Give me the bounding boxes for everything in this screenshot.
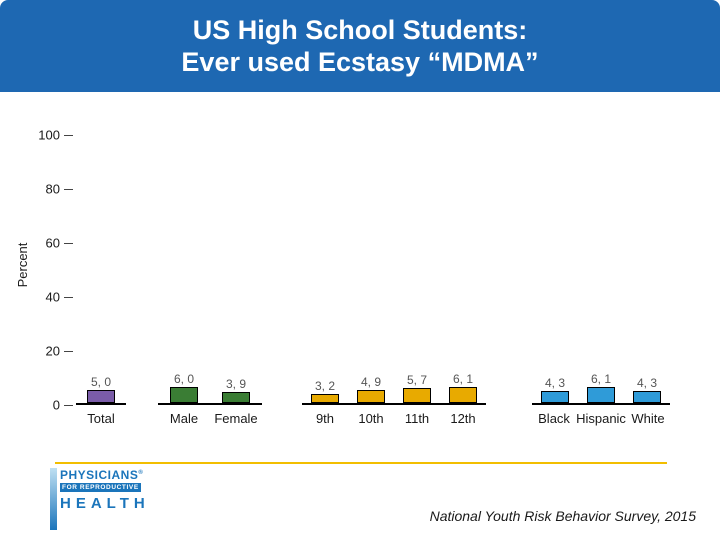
bar-group-grade: 3, 2 4, 9 5, 7 6, 1 bbox=[302, 135, 486, 405]
x-axis-label: Male bbox=[169, 411, 199, 426]
bar-12th bbox=[449, 386, 477, 403]
x-axis-label: 12th bbox=[450, 411, 476, 426]
slide-header: US High School Students: Ever used Ecsta… bbox=[0, 0, 720, 92]
y-axis-tick-mark bbox=[64, 351, 73, 352]
physicians-for-reproductive-health-logo: PHYSICIANS® FOR REPRODUCTIVE HEALTH bbox=[50, 468, 150, 530]
bar-value-label: 6, 0 bbox=[173, 371, 194, 386]
y-axis-tick-label: 100 bbox=[38, 127, 60, 143]
logo-line2: FOR REPRODUCTIVE bbox=[60, 483, 141, 492]
x-axis-label: Total bbox=[87, 411, 115, 426]
bar-group-sex: 6, 0 3, 9 bbox=[158, 135, 262, 405]
bar-slot: 4, 3 bbox=[624, 135, 670, 403]
y-axis-tick-label: 20 bbox=[45, 343, 60, 359]
bar-value-label: 4, 3 bbox=[636, 376, 657, 391]
x-axis-label-row: 9th 10th 11th 12th bbox=[302, 411, 486, 426]
bar-group-race: 4, 3 6, 1 4, 3 bbox=[532, 135, 670, 405]
bar-value-label: 6, 1 bbox=[590, 371, 611, 386]
y-axis-tick-label: 40 bbox=[45, 289, 60, 305]
slide-title-line2: Ever used Ecstasy “MDMA” bbox=[181, 47, 539, 77]
bar-total bbox=[87, 389, 115, 403]
x-axis-label-row: Total bbox=[76, 411, 126, 426]
registered-mark: ® bbox=[138, 470, 144, 476]
x-axis-label: Black bbox=[538, 411, 570, 426]
bar-value-label: 6, 1 bbox=[452, 371, 473, 386]
bar-group-total: 5, 0 bbox=[76, 135, 126, 405]
y-axis-tick-mark bbox=[64, 297, 73, 298]
logo-line3: HEALTH bbox=[60, 495, 150, 512]
bar-slot: 4, 3 bbox=[532, 135, 578, 403]
bar-slot: 3, 9 bbox=[210, 135, 262, 403]
bar-value-label: 5, 7 bbox=[406, 372, 427, 387]
y-axis-tick-mark bbox=[64, 405, 73, 406]
logo-stripe bbox=[50, 468, 57, 530]
x-axis-label: 10th bbox=[358, 411, 384, 426]
source-citation: National Youth Risk Behavior Survey, 201… bbox=[429, 508, 696, 524]
bar-slot: 3, 2 bbox=[302, 135, 348, 403]
logo-line1: PHYSICIANS® bbox=[60, 468, 144, 482]
bar-slot: 5, 7 bbox=[394, 135, 440, 403]
bar-slot: 6, 0 bbox=[158, 135, 210, 403]
y-axis-tick-label: 80 bbox=[45, 181, 60, 197]
bar-slot: 4, 9 bbox=[348, 135, 394, 403]
bar-value-label: 5, 0 bbox=[90, 374, 111, 389]
bar-value-label: 4, 3 bbox=[544, 376, 565, 391]
bar-male bbox=[170, 386, 198, 403]
bar-9th bbox=[311, 394, 339, 403]
bar-female bbox=[222, 392, 250, 403]
x-axis-label: 11th bbox=[404, 411, 430, 426]
bar-slot: 5, 0 bbox=[76, 135, 126, 403]
y-axis-tick-mark bbox=[64, 189, 73, 190]
y-axis-tick-mark bbox=[64, 135, 73, 136]
bar-slot: 6, 1 bbox=[578, 135, 624, 403]
bar-hispanic bbox=[587, 386, 615, 403]
bar-slot: 6, 1 bbox=[440, 135, 486, 403]
accent-divider bbox=[55, 462, 667, 464]
x-axis-label-row: Black Hispanic White bbox=[532, 411, 670, 426]
y-axis-tick-label: 0 bbox=[52, 397, 60, 413]
x-axis-label: White bbox=[631, 411, 665, 426]
bar-black bbox=[541, 391, 569, 403]
bar-value-label: 4, 9 bbox=[360, 374, 381, 389]
bar-10th bbox=[357, 389, 385, 403]
slide-title-line1: US High School Students: bbox=[192, 15, 528, 45]
bar-value-label: 3, 9 bbox=[225, 377, 246, 392]
x-axis-label-row: Male Female bbox=[158, 411, 262, 426]
y-axis-tick-label: 60 bbox=[45, 235, 60, 251]
x-axis-label: Hispanic bbox=[576, 411, 626, 426]
y-axis-tick-mark bbox=[64, 243, 73, 244]
x-axis-label: 9th bbox=[315, 411, 335, 426]
bar-value-label: 3, 2 bbox=[314, 379, 335, 394]
logo-text: PHYSICIANS® FOR REPRODUCTIVE HEALTH bbox=[60, 468, 150, 530]
bar-11th bbox=[403, 387, 431, 403]
bar-white bbox=[633, 391, 661, 403]
x-axis-label: Female bbox=[214, 411, 258, 426]
